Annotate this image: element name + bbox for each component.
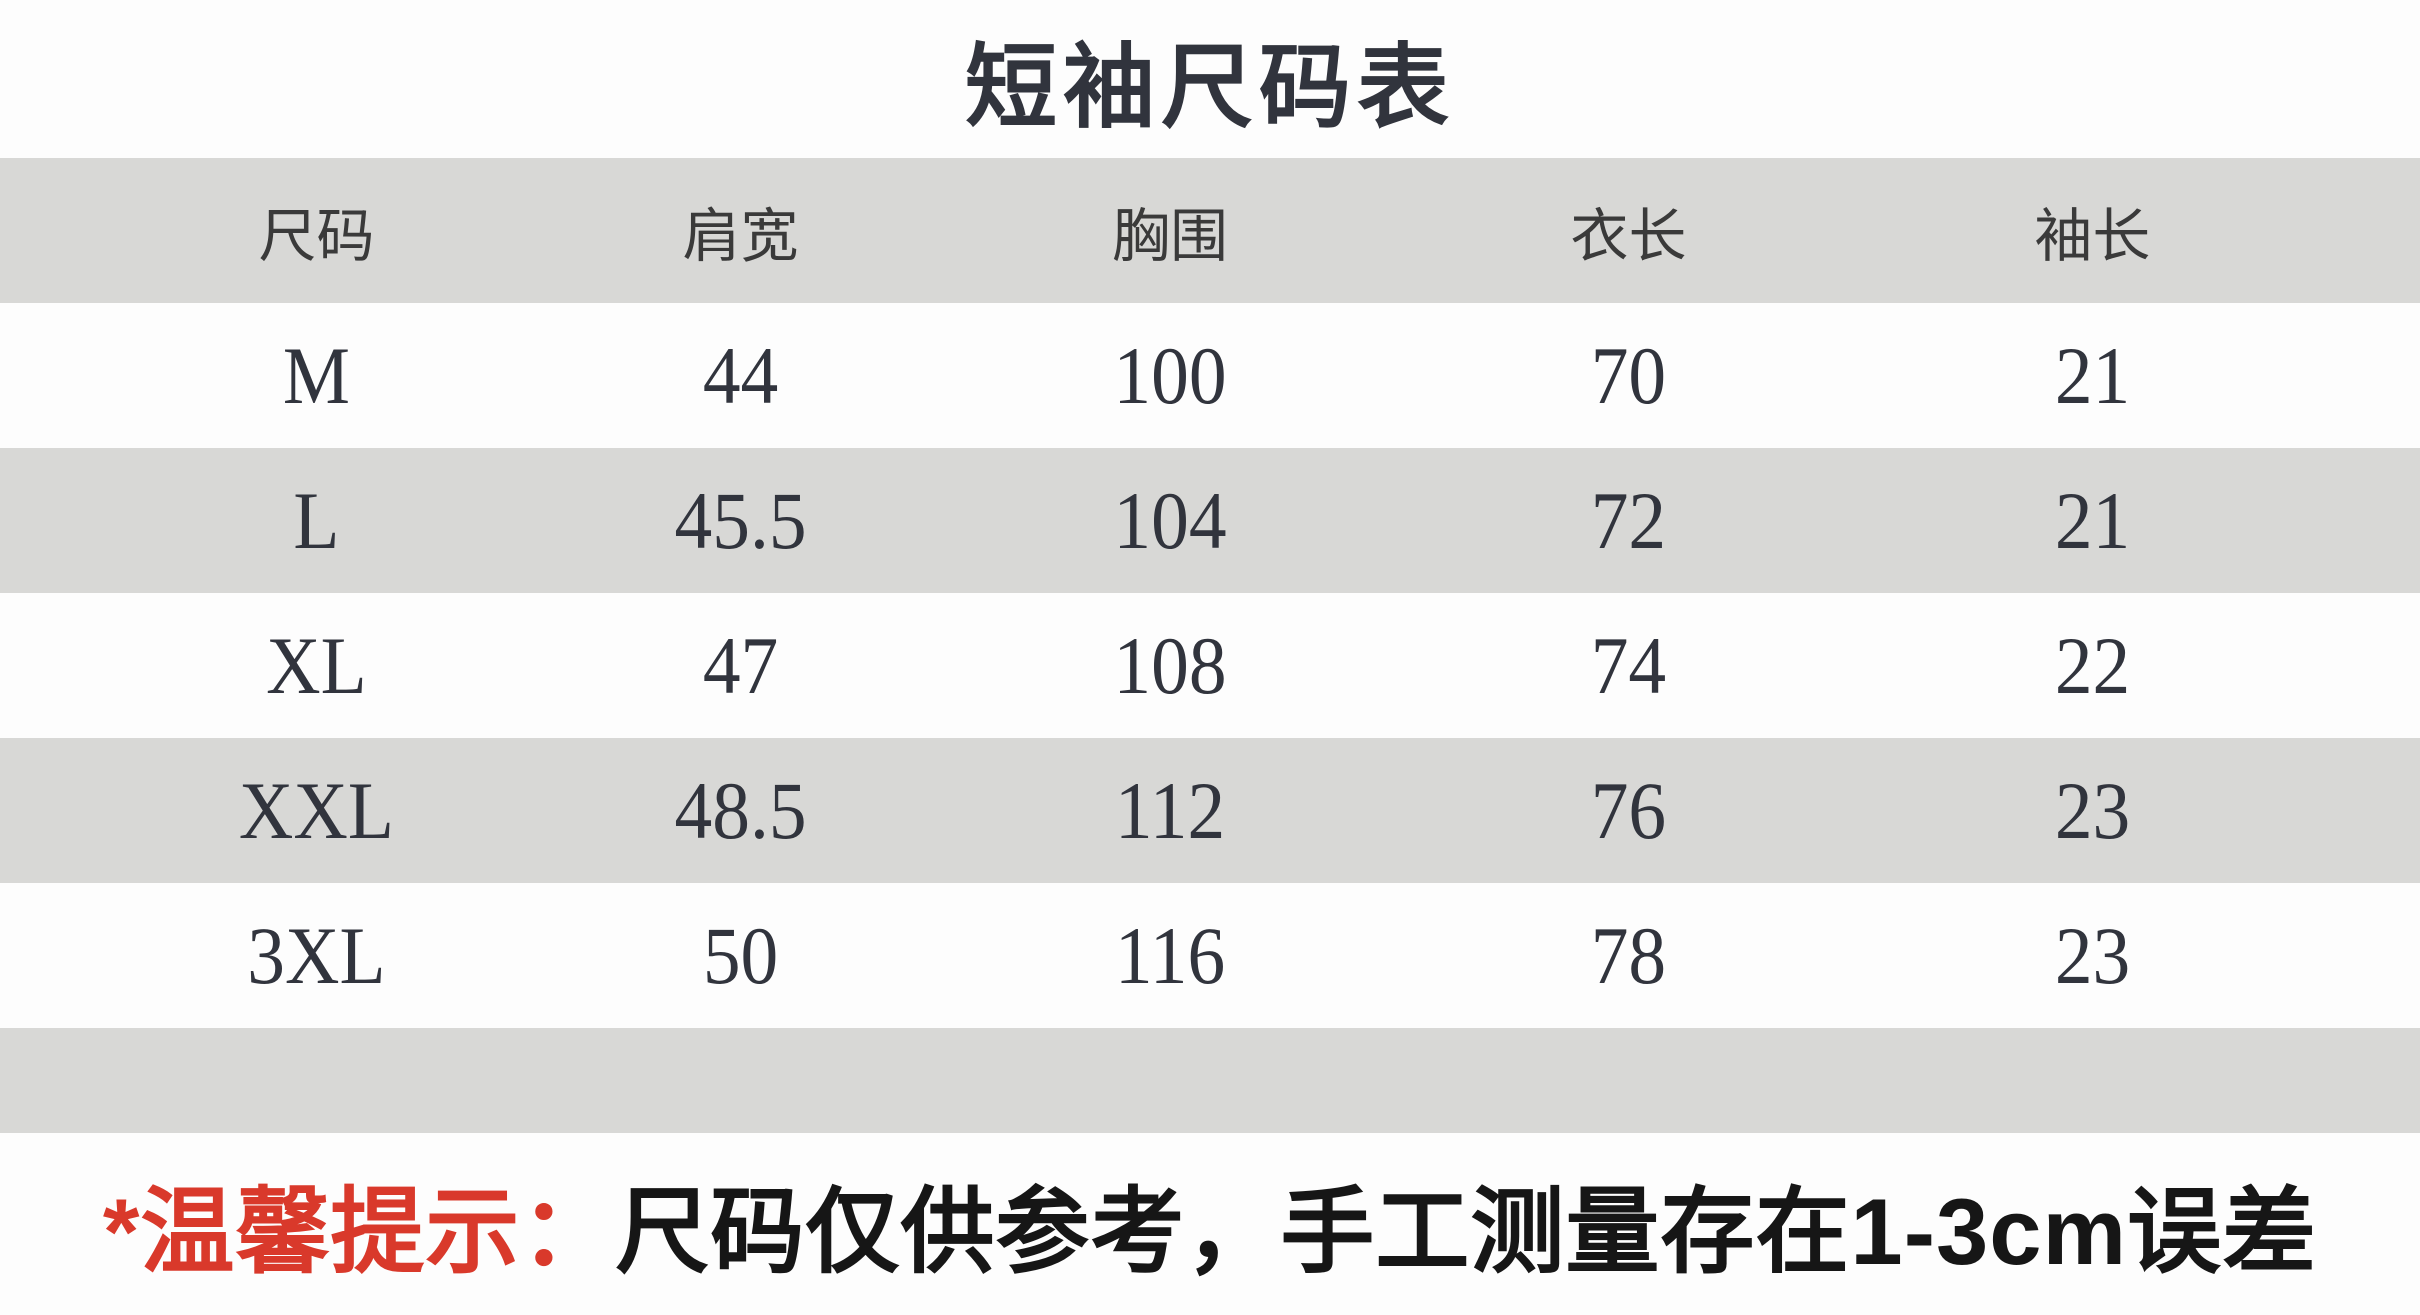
table-row-xxl: XXL 48.5 112 76 23 bbox=[0, 738, 2420, 883]
chest-value: 116 bbox=[1114, 909, 1226, 1001]
header-cell-length: 衣长 bbox=[1570, 203, 1687, 269]
sleeve-value: 21 bbox=[2054, 329, 2131, 421]
sleeve-value: 22 bbox=[2054, 619, 2131, 711]
title-bar: 短袖尺码表 bbox=[0, 0, 2420, 158]
size-value: XL bbox=[266, 619, 367, 711]
header-cell-sleeve: 袖长 bbox=[2034, 203, 2151, 269]
table-row-xl: XL 47 108 74 22 bbox=[0, 593, 2420, 738]
table-row-3xl: 3XL 50 116 78 23 bbox=[0, 883, 2420, 1028]
chest-value: 108 bbox=[1113, 619, 1227, 711]
chest-value: 100 bbox=[1113, 329, 1227, 421]
length-value: 70 bbox=[1590, 329, 1667, 421]
length-value: 74 bbox=[1590, 619, 1667, 711]
sleeve-value: 23 bbox=[2054, 764, 2131, 856]
size-table: 尺码 肩宽 胸围 衣长 袖长 M 44 100 70 21 L 45.5 104… bbox=[0, 158, 2420, 1133]
table-row-l: L 45.5 104 72 21 bbox=[0, 448, 2420, 593]
table-row-m: M 44 100 70 21 bbox=[0, 303, 2420, 448]
sleeve-value: 21 bbox=[2054, 474, 2131, 566]
size-value: L bbox=[293, 474, 340, 566]
empty-footer-band bbox=[0, 1028, 2420, 1133]
length-value: 78 bbox=[1590, 909, 1667, 1001]
shoulder-value: 45.5 bbox=[674, 474, 807, 566]
note-bar: *温馨提示： 尺码仅供参考，手工测量存在1-3cm误差 bbox=[0, 1133, 2420, 1315]
note-warning-prefix: *温馨提示： bbox=[102, 1179, 616, 1284]
shoulder-value: 44 bbox=[702, 329, 779, 421]
size-value: 3XL bbox=[247, 909, 386, 1001]
header-cell-shoulder: 肩宽 bbox=[682, 203, 799, 269]
table-header-row: 尺码 肩宽 胸围 衣长 袖长 bbox=[0, 158, 2420, 303]
length-value: 72 bbox=[1590, 474, 1667, 566]
note-warning-text: 尺码仅供参考，手工测量存在1-3cm误差 bbox=[615, 1179, 2318, 1284]
shoulder-value: 48.5 bbox=[674, 764, 807, 856]
chest-value: 104 bbox=[1113, 474, 1227, 566]
chest-value: 112 bbox=[1114, 764, 1226, 856]
shoulder-value: 47 bbox=[702, 619, 779, 711]
sleeve-value: 23 bbox=[2054, 909, 2131, 1001]
header-cell-chest: 胸围 bbox=[1112, 203, 1229, 269]
size-value: M bbox=[282, 329, 350, 421]
header-cell-size: 尺码 bbox=[258, 203, 375, 269]
size-value: XXL bbox=[238, 764, 394, 856]
length-value: 76 bbox=[1590, 764, 1667, 856]
shoulder-value: 50 bbox=[702, 909, 779, 1001]
page-title: 短袖尺码表 bbox=[964, 36, 1455, 139]
